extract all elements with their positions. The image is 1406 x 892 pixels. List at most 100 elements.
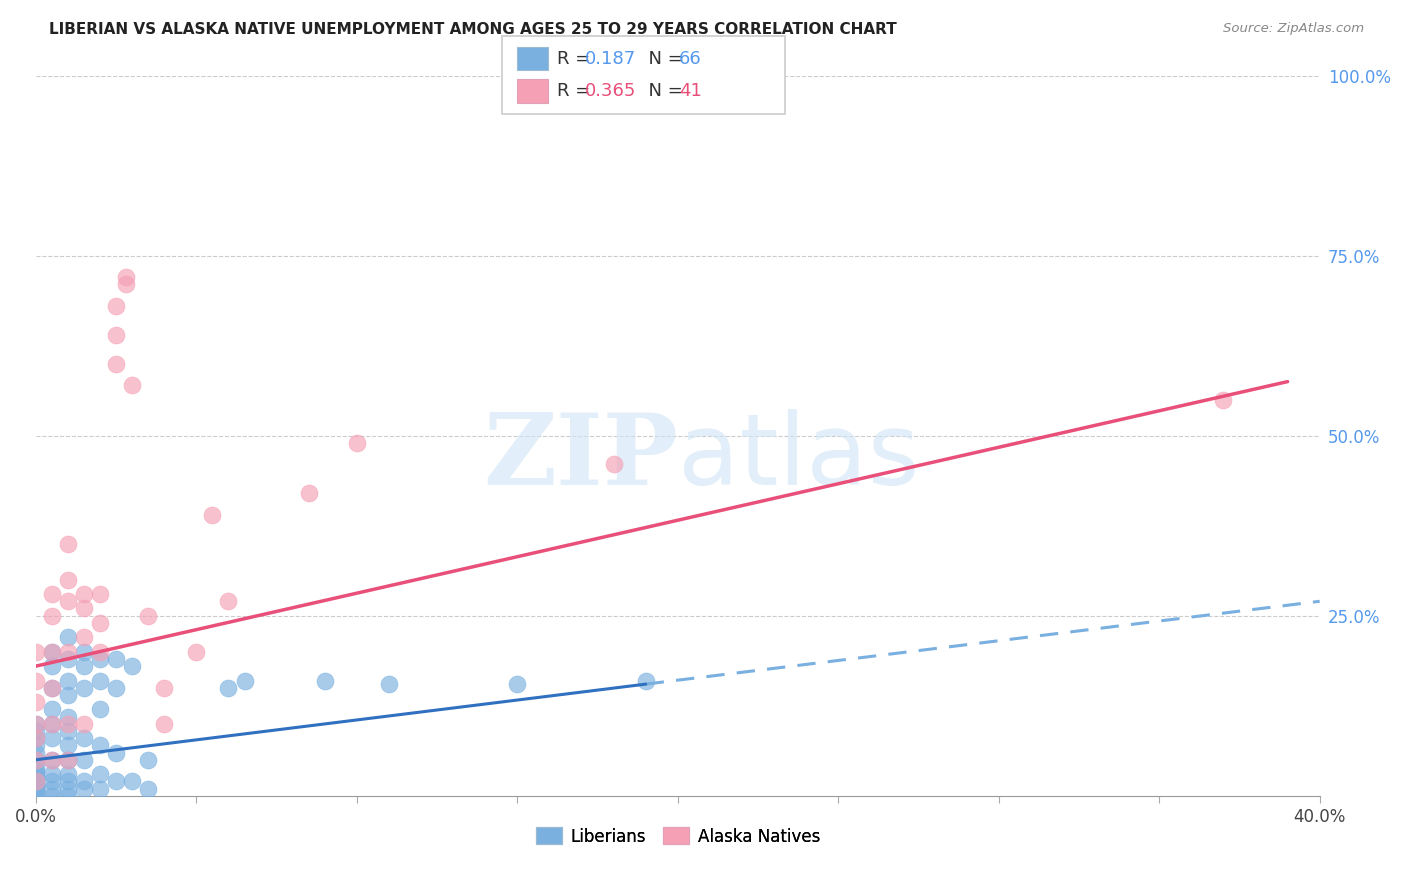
Point (25, 789, 48, 803)
Point (25, 764, 48, 778)
Point (105, 774, 128, 789)
Point (121, 378, 143, 392)
Text: N =: N = (637, 50, 689, 68)
Point (56, 673, 79, 688)
Point (73, 681, 96, 695)
Point (73, 731, 96, 746)
Point (298, 486, 321, 500)
Text: Source: ZipAtlas.com: Source: ZipAtlas.com (1223, 22, 1364, 36)
Point (41, 774, 63, 789)
Point (41, 781, 63, 796)
Point (73, 630, 96, 644)
Point (89, 645, 111, 659)
Point (346, 435, 368, 450)
Point (25, 695, 48, 709)
Point (121, 774, 143, 789)
Point (89, 673, 111, 688)
Point (89, 702, 111, 716)
Point (105, 746, 128, 760)
Point (25, 774, 48, 789)
Point (314, 673, 336, 688)
Point (41, 789, 63, 803)
Point (25, 673, 48, 688)
Point (136, 781, 159, 796)
Point (41, 681, 63, 695)
Point (602, 458, 624, 472)
Point (25, 753, 48, 767)
Point (25, 739, 48, 753)
Point (201, 508, 224, 522)
Point (105, 652, 128, 666)
Point (56, 537, 79, 551)
Point (56, 789, 79, 803)
Point (218, 681, 240, 695)
Point (25, 746, 48, 760)
Point (25, 645, 48, 659)
Point (56, 753, 79, 767)
Point (89, 781, 111, 796)
Point (25, 731, 48, 746)
Point (56, 767, 79, 781)
Point (25, 753, 48, 767)
Point (153, 681, 176, 695)
Point (73, 587, 96, 601)
Point (73, 645, 96, 659)
Point (73, 774, 96, 789)
Point (378, 677, 401, 691)
Point (56, 709, 79, 723)
Point (25, 716, 48, 731)
Point (56, 716, 79, 731)
Point (89, 652, 111, 666)
Point (89, 587, 111, 601)
Point (41, 731, 63, 746)
Point (56, 630, 79, 644)
Point (25, 731, 48, 746)
Point (105, 681, 128, 695)
Point (41, 608, 63, 623)
Text: 0.365: 0.365 (585, 82, 637, 100)
Point (41, 681, 63, 695)
Point (56, 688, 79, 702)
Point (25, 716, 48, 731)
Point (41, 645, 63, 659)
Point (121, 659, 143, 673)
Point (73, 601, 96, 615)
Point (25, 723, 48, 738)
Point (25, 767, 48, 781)
Point (56, 723, 79, 738)
Point (105, 327, 128, 342)
Point (56, 753, 79, 767)
Point (56, 739, 79, 753)
Point (73, 659, 96, 673)
Point (136, 608, 159, 623)
Point (1212, 392, 1234, 407)
Point (41, 753, 63, 767)
Point (25, 789, 48, 803)
Legend: Liberians, Alaska Natives: Liberians, Alaska Natives (529, 821, 827, 852)
Point (41, 645, 63, 659)
Point (218, 594, 240, 608)
Point (25, 774, 48, 789)
Point (56, 781, 79, 796)
Point (233, 673, 256, 688)
Point (25, 781, 48, 796)
Point (41, 716, 63, 731)
Point (89, 739, 111, 753)
Point (89, 615, 111, 630)
Point (41, 659, 63, 673)
Point (41, 767, 63, 781)
Point (114, 277, 136, 292)
Point (25, 778, 48, 792)
Text: 0.187: 0.187 (585, 50, 636, 68)
Point (153, 716, 176, 731)
Point (105, 299, 128, 313)
Text: R =: R = (557, 50, 596, 68)
Point (506, 677, 529, 691)
Text: ZIP: ZIP (482, 409, 678, 506)
Point (56, 573, 79, 587)
Point (73, 716, 96, 731)
Point (56, 645, 79, 659)
Point (25, 781, 48, 796)
Point (56, 652, 79, 666)
Point (73, 753, 96, 767)
